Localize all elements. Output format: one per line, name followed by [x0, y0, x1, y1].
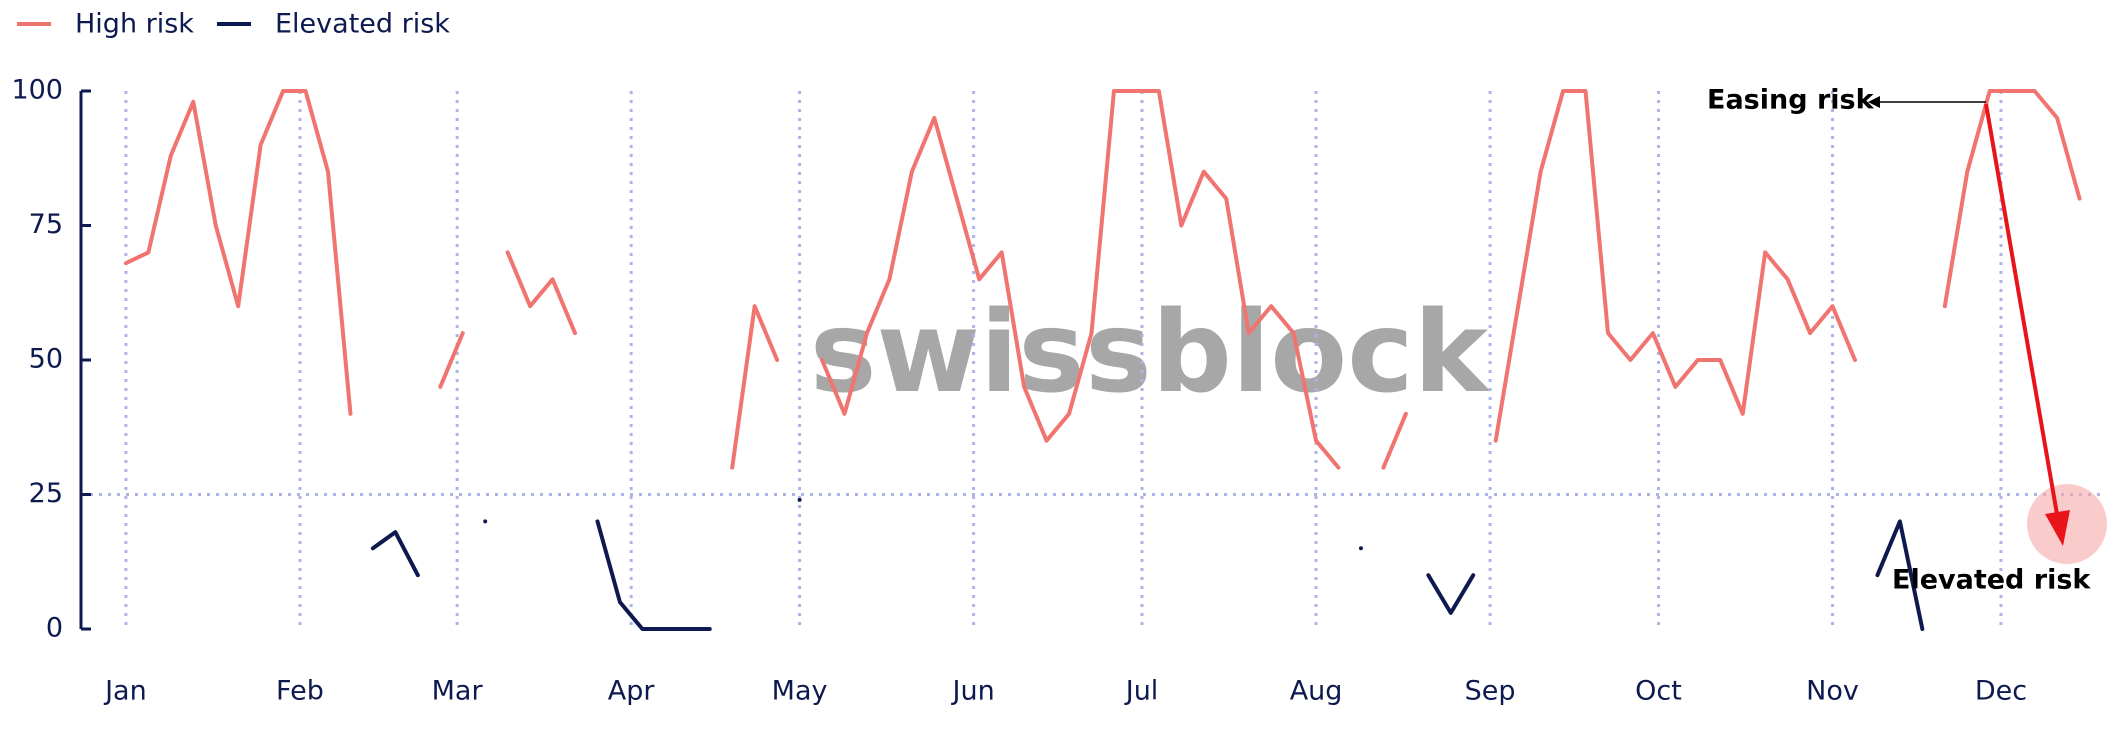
- x-tick-label: Dec: [1975, 676, 2027, 707]
- x-tick-label: Jun: [951, 676, 995, 707]
- series-line: [370, 497, 1925, 631]
- x-tick-label: Sep: [1465, 676, 1516, 707]
- y-tick-label: 100: [11, 75, 63, 106]
- legend-label: High risk: [75, 9, 194, 40]
- watermark: swissblock: [810, 288, 1491, 418]
- easing-arrowhead: [1868, 96, 1880, 108]
- y-tick-label: 0: [46, 613, 63, 644]
- x-tick-label: Mar: [432, 676, 484, 707]
- legend-label: Elevated risk: [275, 9, 450, 40]
- x-tick-label: Jan: [103, 676, 147, 707]
- elevated-arrowhead: [2045, 510, 2070, 546]
- x-tick-label: Oct: [1635, 676, 1682, 707]
- annotation: Easing risk: [1707, 85, 1875, 116]
- y-tick-label: 75: [29, 209, 63, 240]
- x-tick-label: Apr: [608, 676, 656, 707]
- y-tick-label: 25: [29, 478, 63, 509]
- elevated-arrow: [1984, 103, 2060, 521]
- annotation: Elevated risk: [1892, 565, 2091, 596]
- x-tick-label: Jul: [1124, 676, 1159, 707]
- x-tick-label: Nov: [1806, 676, 1859, 707]
- series-line: [123, 89, 2082, 470]
- x-tick-label: May: [772, 676, 828, 707]
- y-tick-label: 50: [29, 344, 63, 375]
- x-tick-label: Feb: [276, 676, 324, 707]
- x-tick-label: Aug: [1290, 676, 1343, 707]
